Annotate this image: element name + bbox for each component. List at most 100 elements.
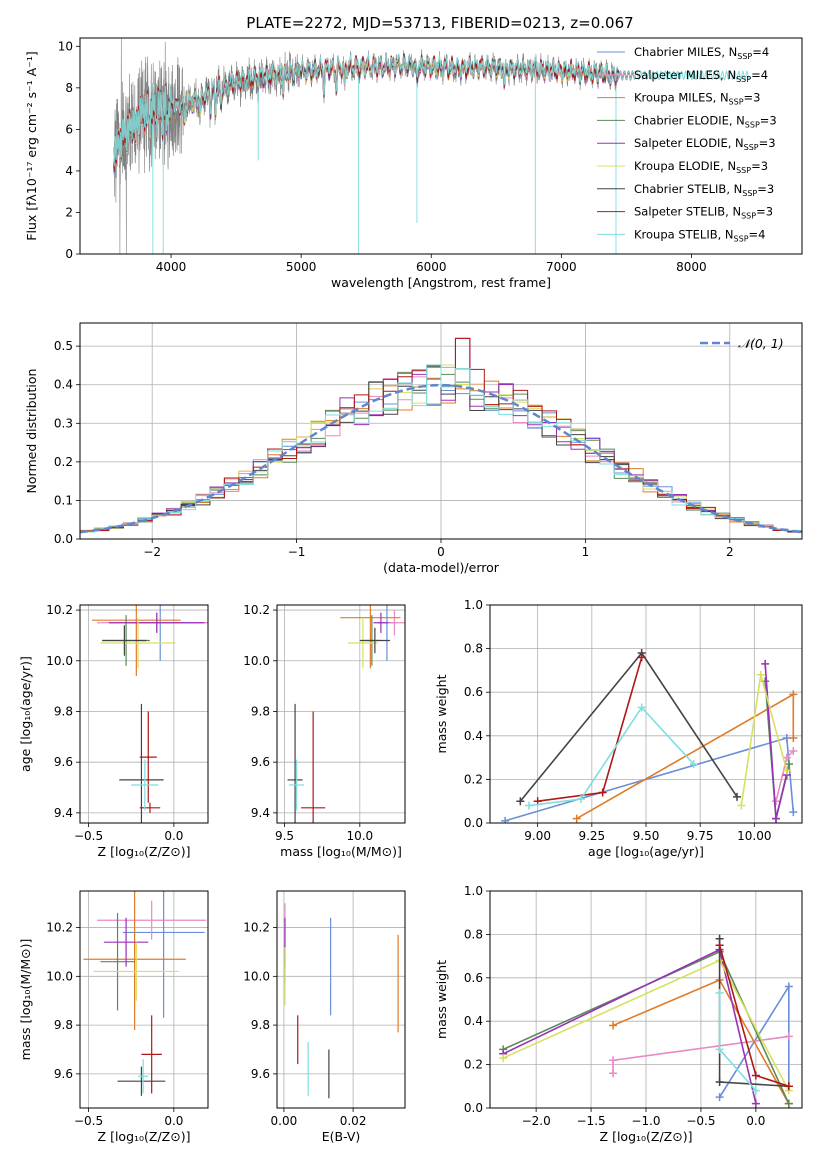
axes-weight_vs_age: 9.00 9.25 9.50 9.75 10.00 0.0 0.2 0.4 0.6 0.8 1.0 a… [434, 598, 803, 859]
plot-area-mass_vs_Z [83, 891, 207, 1096]
weight-marker [609, 1069, 618, 1078]
x-tick-label: 7000 [546, 260, 577, 274]
x-tick-label: 5000 [286, 260, 317, 274]
weight-marker [501, 816, 510, 823]
x-tick-label: 0.0 [746, 1114, 765, 1128]
errorbar-point [139, 802, 161, 813]
weight-marker [784, 1032, 793, 1041]
model-spectrum-line [113, 52, 751, 167]
y-tick-label: 0.4 [464, 729, 483, 743]
y-tick-label: 0.6 [464, 971, 483, 985]
weight-marker [772, 797, 780, 806]
errorbar-point [347, 617, 378, 669]
x-axis-label: wavelength [Angstrom, rest frame] [331, 275, 551, 290]
weight-series-line [718, 938, 789, 1088]
weight-marker [751, 1099, 760, 1108]
errorbar-point [340, 605, 401, 669]
x-axis-label: Z [log₁₀(Z/Z⊙)] [98, 1129, 191, 1144]
y-tick-label: 0.0 [464, 1101, 483, 1115]
x-tick-label: 10.00 [737, 829, 771, 843]
axes-frame [489, 890, 803, 1109]
y-axis-label: mass weight [434, 674, 449, 753]
y-tick-label: 10.0 [243, 969, 270, 983]
weight-series-line [718, 945, 790, 1088]
weight-marker [785, 760, 793, 769]
x-tick-label: 0.0 [164, 1114, 183, 1128]
legend-label: Salpeter MILES, NSSP=4 [634, 68, 768, 84]
y-tick-label: 0.8 [464, 642, 483, 656]
weight-series-line [502, 948, 757, 1104]
axes-spectrum: 4000 5000 6000 7000 8000 0 2 4 6 8 10 wavelength [A… [24, 37, 803, 290]
weight-marker [761, 659, 770, 668]
weight-marker [572, 814, 581, 823]
axes-frame [79, 37, 803, 255]
x-axis-label: (data-model)/error [383, 560, 500, 575]
errorbar-point [100, 617, 176, 669]
errorbar-point [117, 1066, 166, 1096]
axes-frame [79, 322, 803, 540]
x-tick-label: 2 [726, 545, 734, 559]
x-axis-label: age [log₁₀(age/yr)] [588, 844, 704, 859]
y-tick-label: 10.0 [46, 969, 73, 983]
x-tick-label: 8000 [676, 260, 707, 274]
y-tick-label: 0.8 [464, 927, 483, 941]
errorbar-point [93, 942, 179, 1001]
y-tick-label: 9.8 [54, 1018, 73, 1032]
plot-area-mass_vs_EBV [284, 903, 399, 1099]
weight-marker [733, 792, 741, 801]
weight-marker [715, 1045, 724, 1054]
legend-label: Chabrier ELODIE, NSSP=3 [634, 113, 777, 129]
y-tick-label: 0.2 [464, 1058, 483, 1072]
y-tick-label: 9.8 [54, 704, 73, 718]
errorbar-point [359, 627, 390, 654]
weight-marker [577, 795, 585, 804]
spectrum-legend: Chabrier MILES, NSSP=4 Salpeter MILES, NS… [597, 45, 777, 243]
plot-area-residuals [80, 337, 802, 534]
x-axis-label: Z [log₁₀(Z/Z⊙)] [600, 1129, 693, 1144]
axes-frame [276, 604, 406, 824]
weight-marker [715, 1077, 724, 1086]
y-axis-label: age [log₁₀(age/yr)] [18, 656, 33, 772]
weight-marker [782, 753, 791, 762]
weight-marker [525, 801, 533, 810]
x-tick-label: −0.5 [74, 1114, 103, 1128]
weight-marker [784, 982, 793, 991]
x-tick-label: 0 [437, 545, 445, 559]
x-tick-label: 10.0 [346, 829, 373, 843]
weight-marker [789, 733, 798, 742]
errorbar-point [97, 900, 207, 940]
weight-marker [637, 703, 646, 712]
x-tick-label: −0.5 [74, 829, 103, 843]
x-tick-label: −1.0 [631, 1114, 660, 1128]
axes-frame [489, 604, 803, 824]
x-tick-label: 1 [582, 545, 590, 559]
x-tick-label: 0.02 [340, 1114, 367, 1128]
weight-marker [782, 766, 791, 775]
errorbar-point [301, 711, 326, 823]
y-tick-label: 9.6 [251, 1067, 270, 1081]
axes-residuals: −2 −1 0 1 2 0.0 0.1 0.2 0.3 0.4 0.5 (data-model)/er… [24, 322, 803, 575]
x-axis-label: Z [log₁₀(Z/Z⊙)] [98, 844, 191, 859]
x-tick-label: 9.00 [524, 829, 551, 843]
y-tick-label: 0.2 [54, 455, 73, 469]
errorbar-point [289, 759, 305, 811]
weight-marker [772, 814, 780, 823]
legend-label: Chabrier STELIB, NSSP=3 [634, 182, 774, 198]
x-tick-label: 9.5 [275, 829, 294, 843]
errorbar-point [103, 917, 149, 967]
y-tick-label: 0 [65, 247, 73, 261]
x-tick-label: 0.0 [164, 829, 183, 843]
y-tick-label: 0.0 [464, 816, 483, 830]
legend-label: Chabrier MILES, NSSP=4 [634, 45, 769, 61]
y-tick-label: 1.0 [464, 884, 483, 898]
weight-marker [637, 653, 646, 662]
y-tick-label: 10 [58, 39, 73, 53]
y-tick-label: 0.0 [54, 532, 73, 546]
y-tick-label: 10.0 [243, 654, 270, 668]
x-tick-label: 6000 [416, 260, 447, 274]
y-tick-label: 10.2 [243, 603, 270, 617]
plot-area-age_vs_mass [287, 605, 405, 823]
y-tick-label: 9.4 [54, 806, 73, 820]
y-axis-label: Flux [fλ10⁻¹⁷ erg cm⁻² s⁻¹ A⁻¹] [24, 51, 39, 240]
